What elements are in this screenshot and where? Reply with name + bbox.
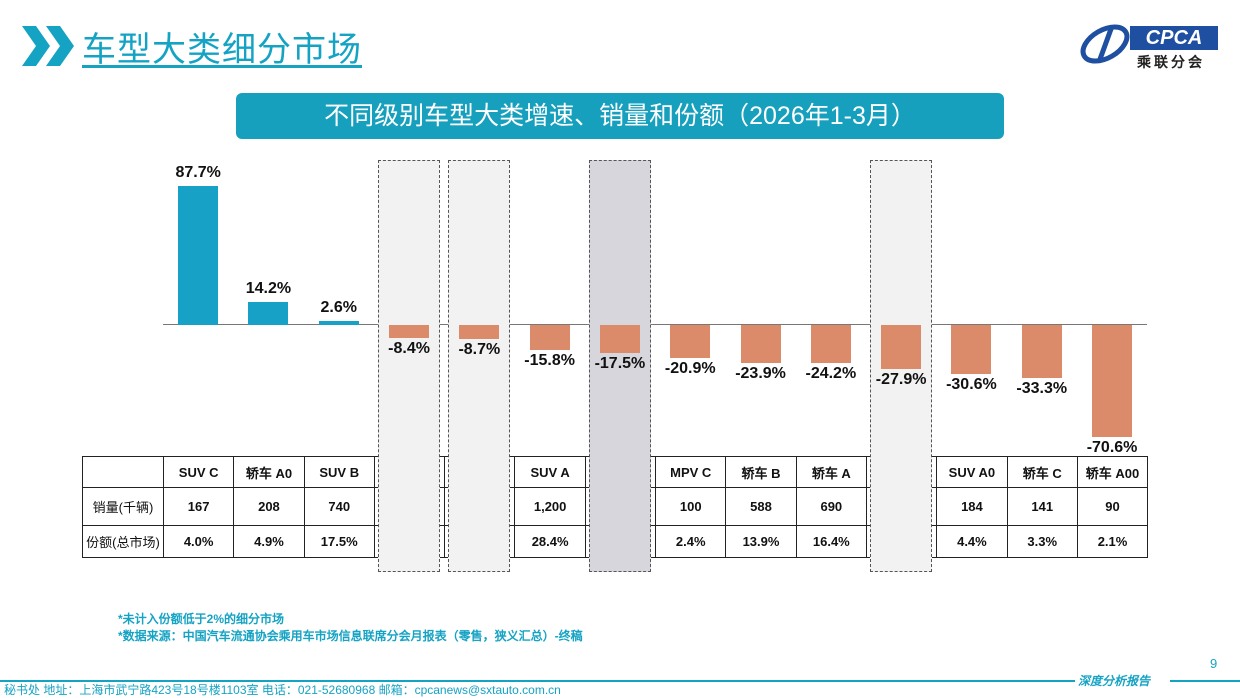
table-cell: 100	[655, 487, 727, 526]
cpca-logo: CPCA 乘联分会	[1075, 22, 1220, 72]
table-cell: 1,200	[514, 487, 586, 526]
table-cell: 167	[162, 487, 235, 526]
divider	[0, 680, 1075, 682]
table-cell: 4.0%	[162, 525, 235, 558]
chart-title: 不同级别车型大类增速、销量和份额（2026年1-3月）	[236, 93, 1004, 139]
page-title: 车型大类细分市场	[82, 31, 362, 69]
table-cell: 740	[303, 487, 375, 526]
data-label: 2.6%	[320, 298, 357, 316]
bar	[178, 185, 219, 325]
data-label: -23.9%	[735, 364, 786, 382]
category-label: 轿车 C	[1006, 456, 1078, 488]
data-label: 87.7%	[175, 163, 221, 181]
bar	[881, 325, 922, 370]
bar	[318, 320, 359, 325]
report-label: 深度分析报告	[1078, 674, 1151, 688]
bar	[389, 325, 430, 339]
highlight-box	[448, 160, 511, 572]
data-label: -33.3%	[1016, 379, 1068, 397]
highlight-box	[377, 160, 441, 572]
table-cell: 90	[1076, 487, 1149, 526]
bar	[1092, 325, 1133, 437]
data-label: -20.9%	[664, 360, 716, 378]
category-label: SUV A	[514, 456, 586, 488]
page-number: 9	[1210, 656, 1218, 671]
category-label: SUV B	[303, 456, 375, 488]
category-label: 轿车 A00	[1076, 456, 1149, 488]
category-label: 轿车 B	[725, 456, 797, 488]
bar	[529, 325, 570, 351]
data-label: -17.5%	[594, 354, 646, 372]
table-cell: 3.3%	[1006, 525, 1078, 558]
highlight-box	[588, 160, 652, 572]
category-label: MPV C	[655, 456, 727, 488]
data-label: -27.9%	[875, 371, 927, 389]
bar	[599, 325, 640, 353]
row-label: 销量(千辆)	[82, 487, 164, 526]
category-label: SUV C	[162, 456, 235, 488]
cada-logo-icon	[1080, 24, 1130, 64]
category-label: SUV A0	[936, 456, 1008, 488]
data-label: -30.6%	[946, 375, 997, 393]
data-label: -70.6%	[1086, 438, 1138, 456]
table-cell: 2.1%	[1076, 525, 1149, 558]
bar	[1021, 325, 1062, 378]
table-cell: 28.4%	[514, 525, 586, 558]
row-label: 份额(总市场)	[82, 525, 164, 558]
bar	[459, 325, 500, 339]
table-cell: 208	[233, 487, 305, 526]
table-cell: 2.4%	[655, 525, 727, 558]
data-label: 14.2%	[245, 280, 292, 298]
bar	[248, 302, 289, 325]
data-label: -24.2%	[805, 365, 857, 383]
table-cell: 4.9%	[233, 525, 305, 558]
chevron-icon	[22, 26, 74, 66]
category-label: 轿车 A	[795, 456, 867, 488]
data-label: -8.4%	[388, 340, 430, 358]
bar	[670, 325, 711, 359]
data-label: -15.8%	[524, 352, 575, 370]
note: *未计入份额低于2%的细分市场	[118, 612, 285, 626]
zero-axis	[163, 324, 1147, 325]
table-cell: 184	[936, 487, 1008, 526]
table-cell: 588	[725, 487, 797, 526]
table-cell: 690	[795, 487, 867, 526]
table-cell: 4.4%	[936, 525, 1008, 558]
address: 秘书处 地址：上海市武宁路423号18号楼1103室 电话：021-526809…	[4, 683, 561, 697]
table-cell: 17.5%	[303, 525, 375, 558]
table-cell: 13.9%	[725, 525, 797, 558]
divider	[1170, 680, 1240, 682]
bar	[740, 325, 781, 363]
bar	[951, 325, 992, 374]
data-label: -8.7%	[458, 340, 501, 358]
table-cell: 141	[1006, 487, 1078, 526]
category-label: 轿车 A0	[233, 456, 305, 488]
table-cell: 16.4%	[795, 525, 867, 558]
bar	[810, 325, 851, 364]
note: *数据来源：中国汽车流通协会乘用车市场信息联席分会月报表（零售，狭义汇总）-终稿	[118, 629, 583, 643]
table-corner	[82, 456, 164, 488]
